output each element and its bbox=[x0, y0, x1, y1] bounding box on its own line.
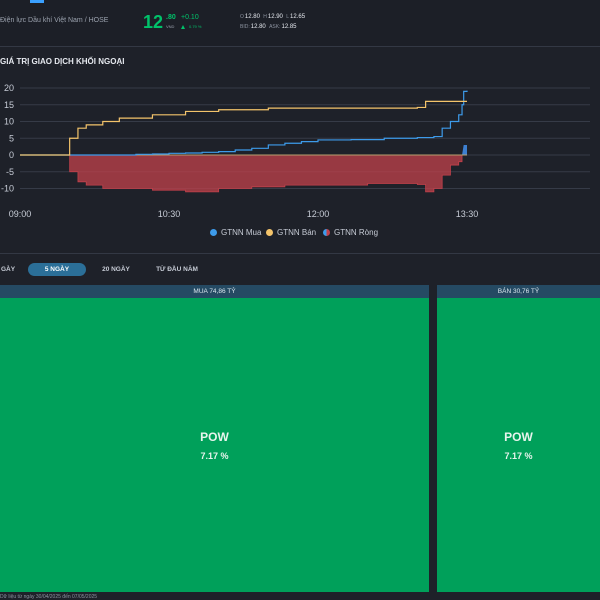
low-value: 12.65 bbox=[290, 14, 306, 20]
tab-year-to-date[interactable]: TỪ ĐẦU NĂM bbox=[156, 266, 198, 273]
x-tick-label: 13:30 bbox=[456, 209, 479, 219]
y-tick-label: -5 bbox=[6, 167, 14, 177]
legend-item-ban[interactable]: GTNN Bán bbox=[266, 228, 316, 237]
stock-header: Điện lực Dầu khí Việt Nam / HOSE 12 .80 … bbox=[0, 0, 600, 47]
tab-5-days[interactable]: 5 NGÀY bbox=[28, 263, 86, 276]
line-gtnn-ban bbox=[20, 100, 467, 156]
active-tab-indicator bbox=[30, 0, 44, 3]
tab-20-days[interactable]: 20 NGÀY bbox=[102, 266, 130, 273]
legend-label-ban: GTNN Bán bbox=[277, 228, 317, 237]
tab-1-day[interactable]: GÀY bbox=[0, 266, 16, 273]
high-label: H bbox=[263, 14, 267, 20]
price-unit: VND bbox=[166, 24, 175, 29]
buy-treemap-tile[interactable]: POW 7.17 % bbox=[0, 298, 429, 592]
line-gtnn-mua bbox=[20, 90, 468, 156]
buy-percent: 7.17 % bbox=[200, 451, 229, 461]
legend-label-mua: GTNN Mua bbox=[221, 228, 262, 237]
y-tick-label: 10 bbox=[4, 117, 14, 127]
ask-value: 12.85 bbox=[281, 24, 297, 30]
ask-label: ASK: bbox=[269, 24, 281, 30]
buy-panel-header: MUA 74,86 TỶ bbox=[0, 285, 429, 298]
date-range-footer: Dữ liệu từ ngày 30/04/2025 đến 07/05/202… bbox=[0, 594, 98, 600]
low-label: L bbox=[286, 14, 290, 20]
x-tick-label: 10:30 bbox=[158, 209, 181, 219]
chart-legend: GTNN Mua GTNN Bán GTNN Ròng bbox=[0, 228, 600, 240]
y-tick-label: 20 bbox=[4, 83, 14, 93]
price-decimal: .80 bbox=[166, 14, 176, 21]
y-tick-label: -10 bbox=[1, 184, 14, 194]
y-tick-label: 15 bbox=[4, 100, 14, 110]
x-tick-label: 12:00 bbox=[307, 209, 330, 219]
company-name: Điện lực Dầu khí Việt Nam / HOSE bbox=[0, 17, 109, 24]
section-divider bbox=[0, 253, 600, 254]
legend-item-mua[interactable]: GTNN Mua bbox=[210, 228, 261, 237]
legend-item-rong[interactable]: GTNN Ròng bbox=[323, 228, 378, 237]
net-negative-area bbox=[20, 154, 467, 193]
open-label: O bbox=[240, 14, 244, 20]
bid-label: BID: bbox=[240, 24, 250, 30]
buy-ticker: POW bbox=[200, 430, 229, 444]
sell-panel-header: BÁN 30,76 TỶ bbox=[437, 285, 600, 298]
sell-percent: 7.17 % bbox=[504, 451, 533, 461]
open-value: 12.80 bbox=[244, 14, 260, 20]
legend-label-rong: GTNN Ròng bbox=[334, 228, 379, 237]
arrow-up-icon bbox=[181, 25, 185, 29]
net-positive-area bbox=[462, 144, 467, 155]
chart-title: GIÁ TRỊ GIAO DỊCH KHỐI NGOẠI bbox=[0, 57, 125, 66]
price-change-percent: 0.79 % bbox=[189, 24, 202, 29]
high-value: 12.90 bbox=[267, 14, 283, 20]
yellow-dot-icon bbox=[266, 229, 273, 236]
price-integer: 12 bbox=[143, 12, 164, 32]
bid-ask-row: BID:12.80 ASK:12.85 bbox=[240, 24, 297, 30]
bid-value: 12.80 bbox=[250, 24, 266, 30]
ohlc-row: O12.80 H12.90 L12.65 bbox=[240, 14, 305, 20]
x-tick-label: 09:00 bbox=[9, 209, 32, 219]
sell-treemap-tile[interactable]: POW 7.17 % bbox=[437, 298, 600, 592]
price-change: +0.10 bbox=[181, 14, 199, 21]
y-tick-label: 5 bbox=[9, 133, 14, 143]
sell-ticker: POW bbox=[504, 430, 533, 444]
split-dot-icon bbox=[323, 229, 330, 236]
y-tick-label: 0 bbox=[9, 150, 14, 160]
blue-dot-icon bbox=[210, 229, 217, 236]
